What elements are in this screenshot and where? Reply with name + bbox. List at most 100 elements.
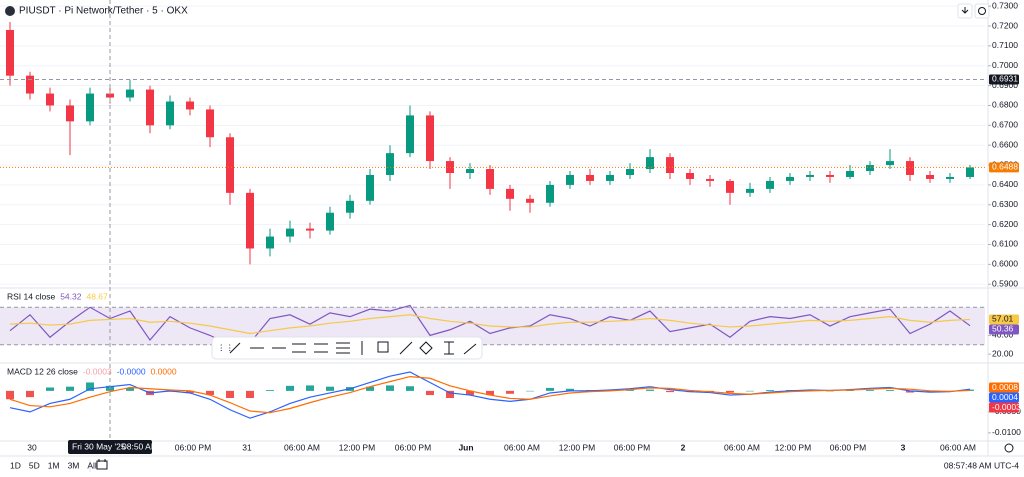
range-button[interactable]: 5D [29, 460, 40, 470]
y-tick-label: 0.6000 [992, 259, 1018, 269]
histogram-bar [766, 390, 774, 391]
price-label-box [989, 162, 1019, 173]
x-tick-label: 06:00 AM [284, 442, 320, 452]
candle-body [786, 176, 794, 181]
crosshair-time-box [68, 440, 152, 454]
histogram-bar [926, 390, 934, 393]
candle-body [406, 115, 414, 154]
crosshair-time: 08:50 AM [122, 441, 158, 451]
candle-body [686, 172, 694, 179]
y-tick-label: 0.6400 [992, 179, 1018, 189]
histogram-bar [6, 390, 14, 400]
candle-body [66, 105, 74, 122]
refresh-icon [978, 7, 986, 15]
x-tick-label: 2 [681, 442, 686, 452]
candle-body [666, 157, 674, 173]
candle-body [86, 93, 94, 122]
candle-body [646, 157, 654, 170]
indicator-line [9, 314, 971, 335]
x-tick-label: 06:00 PM [395, 442, 431, 452]
candle-body [766, 180, 774, 189]
symbol-title: PIUSDT · Pi Network/Tether · 5 · OKX [19, 6, 188, 17]
y-tick-label: 0.6900 [992, 80, 1018, 90]
candle-body [146, 89, 154, 126]
range-button[interactable]: 1D [10, 460, 21, 470]
candle-body [886, 161, 894, 166]
histogram-bar [386, 385, 394, 391]
candle-body [6, 29, 14, 76]
y-tick-label: 0.7200 [992, 20, 1018, 30]
candle-body [126, 89, 134, 98]
range-button[interactable]: 3M [68, 460, 80, 470]
settings-icon[interactable] [1004, 443, 1014, 453]
histogram-bar [506, 390, 514, 394]
price-label-box [989, 74, 1019, 85]
indicator-value: 48.67 [86, 291, 108, 301]
y-tick-label: 0.6700 [992, 120, 1018, 130]
x-tick-label: 06:00 PM [614, 442, 650, 452]
candle-body [286, 228, 294, 237]
candle-body [426, 115, 434, 162]
candle-body [326, 212, 334, 231]
candle-body [206, 109, 214, 138]
indicator-line [9, 304, 971, 346]
histogram-bar [886, 390, 894, 391]
candle-body [866, 165, 874, 172]
histogram-bar [46, 387, 54, 391]
histogram-bar [966, 389, 974, 391]
histogram-bar [26, 390, 34, 398]
x-tick-label: 06:00 AM [940, 442, 976, 452]
range-button[interactable]: 1M [48, 460, 60, 470]
histogram-bar [526, 390, 534, 392]
y-tick-label: 0.5900 [992, 278, 1018, 288]
indicator-value: -0.0000 [117, 366, 146, 376]
candle-body [226, 137, 234, 193]
candle-body [506, 188, 514, 199]
refresh-button[interactable] [974, 3, 990, 19]
crosshair-date: Fri 30 May '25 [72, 441, 126, 451]
histogram-bar [826, 390, 834, 392]
price-label-box [989, 402, 1019, 413]
price-label: 0.0004 [992, 392, 1018, 402]
candle-body [186, 101, 194, 110]
x-tick-label: 12:00 PM [559, 442, 595, 452]
histogram-bar [726, 390, 734, 393]
histogram-bar [866, 390, 874, 391]
histogram-bar [426, 390, 434, 396]
price-label: 0.0008 [992, 382, 1018, 392]
histogram-bar [126, 387, 134, 391]
y-tick-label: 40.00 [992, 330, 1014, 340]
candle-body [46, 93, 54, 106]
histogram-bar [486, 390, 494, 396]
panes [0, 5, 985, 419]
candle-body [826, 174, 834, 177]
symbol-icon [5, 6, 15, 16]
download-icon [961, 7, 969, 14]
histogram-bar [546, 387, 554, 391]
candle-body [926, 174, 934, 179]
date-range-icon[interactable] [96, 459, 108, 470]
histogram-bar [86, 382, 94, 391]
range-button[interactable]: All [87, 460, 97, 470]
histogram-bar [846, 390, 854, 391]
y-tick-label: -0.0100 [992, 427, 1021, 437]
x-tick-label: 06:00 PM [175, 442, 211, 452]
histogram-bar [66, 386, 74, 391]
toolbar-icons[interactable] [229, 341, 477, 355]
price-label-box [989, 392, 1019, 403]
histogram-bar [366, 386, 374, 391]
histogram-bar [466, 390, 474, 396]
candle-body [586, 174, 594, 181]
histogram-bar [266, 390, 274, 391]
price-label-box [989, 314, 1019, 325]
x-tick-label: 06:00 AM [504, 442, 540, 452]
candle-body [166, 101, 174, 126]
x-tick-label: 12:00 PM [339, 442, 375, 452]
y-tick-label: 0.7300 [992, 0, 1018, 10]
histogram-bar [906, 390, 914, 393]
candle-body [546, 184, 554, 203]
y-tick-label: 0.6600 [992, 139, 1018, 149]
candle-body [966, 167, 974, 177]
candle-body [606, 174, 614, 181]
